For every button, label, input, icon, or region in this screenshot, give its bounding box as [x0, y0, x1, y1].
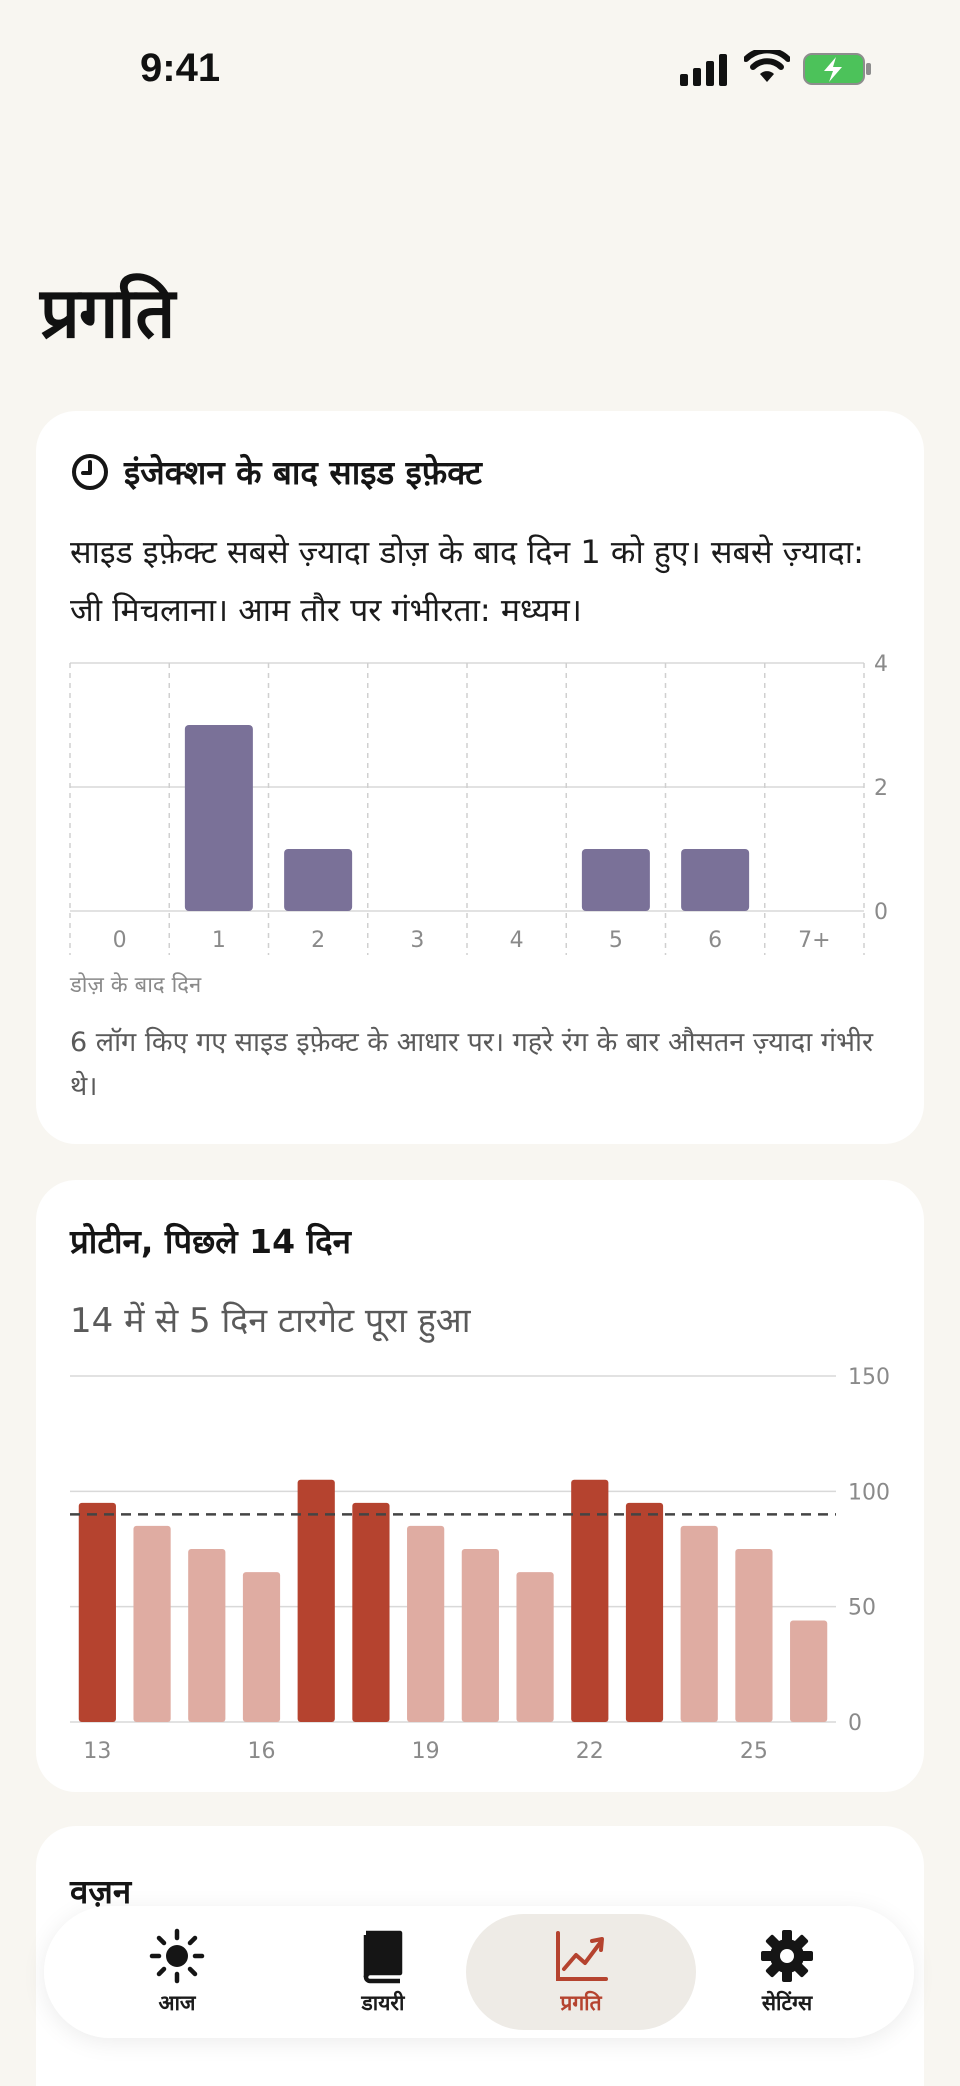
- y-tick-label: 150: [848, 1365, 890, 1390]
- wifi-icon: [744, 50, 790, 82]
- x-tick-label: 4: [510, 928, 524, 953]
- gear-icon: [761, 1930, 813, 1982]
- protein-bar-met: [625, 1502, 664, 1722]
- side-effects-description: साइड इफ़ेक्ट सबसे ज़्यादा डोज़ के बाद दि…: [70, 533, 864, 629]
- x-tick-label: 1: [212, 928, 226, 953]
- nav-item-settings[interactable]: सेटिंग्स: [672, 1914, 902, 2030]
- protein-bar: [516, 1572, 554, 1722]
- book-icon: [363, 1930, 403, 1984]
- protein-bar: [133, 1525, 171, 1722]
- clock-icon: [72, 453, 108, 490]
- x-tick-label: 25: [740, 1739, 768, 1764]
- protein-bar-met: [571, 1479, 609, 1722]
- sun-icon: [149, 1928, 205, 1984]
- side-effects-chart: 0 2 4 0 1 2 3 4 5 6 7+: [36, 639, 924, 969]
- side-effect-bar: [184, 725, 253, 911]
- nav-label-today: आज: [158, 1991, 196, 2015]
- side-effect-bar: [581, 849, 650, 911]
- protein-bar: [680, 1525, 718, 1722]
- nav-label-settings: सेटिंग्स: [761, 1991, 813, 2015]
- status-bar: 9:41: [0, 0, 960, 140]
- protein-bar-met: [352, 1502, 390, 1722]
- chart-line-icon: [556, 1931, 608, 1981]
- x-tick-label: 6: [708, 928, 722, 953]
- nav-label-diary: डायरी: [361, 1991, 405, 2015]
- nav-item-today[interactable]: आज: [62, 1914, 292, 2030]
- protein-bar: [407, 1525, 445, 1722]
- protein-bar: [188, 1549, 226, 1722]
- page-title: प्रगति: [40, 272, 175, 354]
- protein-subtitle: 14 में से 5 दिन टारगेट पूरा हुआ: [70, 1301, 471, 1341]
- side-effects-x-caption: डोज़ के बाद दिन: [70, 973, 202, 998]
- status-time: 9:41: [140, 46, 221, 90]
- x-tick-label: 2: [311, 928, 325, 953]
- cellular-signal-icon: [680, 54, 727, 86]
- side-effects-card: इंजेक्शन के बाद साइड इफ़ेक्ट साइड इफ़ेक्…: [36, 411, 924, 1144]
- protein-chart: 0 50 100 150 13 16 19 22 25: [36, 1356, 924, 1776]
- x-tick-label: 0: [113, 928, 127, 953]
- x-tick-label: 7+: [798, 928, 830, 953]
- x-tick-label: 3: [410, 928, 424, 953]
- protein-card: प्रोटीन, पिछले 14 दिन 14 में से 5 दिन टा…: [36, 1180, 924, 1792]
- side-effects-header: इंजेक्शन के बाद साइड इफ़ेक्ट: [70, 449, 482, 494]
- nav-item-progress[interactable]: प्रगति: [466, 1914, 696, 2030]
- side-effects-title: इंजेक्शन के बाद साइड इफ़ेक्ट: [124, 453, 482, 492]
- side-effects-note: 6 लॉग किए गए साइड इफ़ेक्ट के आधार पर। गह…: [70, 1027, 874, 1102]
- y-tick-label: 0: [848, 1711, 862, 1736]
- y-tick-label: 50: [848, 1596, 876, 1621]
- protein-bar: [735, 1549, 773, 1722]
- battery-charging-icon: [803, 53, 871, 85]
- x-tick-label: 22: [576, 1739, 604, 1764]
- protein-header: प्रोटीन, पिछले 14 दिन: [70, 1218, 351, 1263]
- protein-bar: [461, 1549, 499, 1722]
- side-effect-bar: [284, 849, 353, 911]
- weight-title: वज़न: [70, 1872, 132, 1911]
- side-effect-bar: [681, 849, 750, 911]
- y-tick-label: 0: [874, 900, 888, 925]
- nav-label-progress: प्रगति: [560, 1991, 602, 2015]
- protein-title: प्रोटीन, पिछले 14 दिन: [70, 1222, 351, 1261]
- protein-bar-met: [78, 1502, 116, 1722]
- protein-bar-met: [297, 1479, 335, 1722]
- x-tick-label: 13: [83, 1739, 111, 1764]
- y-tick-label: 4: [874, 652, 888, 677]
- protein-bar: [790, 1620, 828, 1722]
- nav-item-diary[interactable]: डायरी: [268, 1914, 498, 2030]
- x-tick-label: 19: [412, 1739, 440, 1764]
- x-tick-label: 5: [609, 928, 623, 953]
- bottom-nav: आज डायरी प्रगति: [44, 1906, 914, 2038]
- protein-bar: [242, 1572, 281, 1722]
- x-tick-label: 16: [248, 1739, 276, 1764]
- y-tick-label: 100: [848, 1480, 890, 1505]
- y-tick-label: 2: [874, 776, 888, 801]
